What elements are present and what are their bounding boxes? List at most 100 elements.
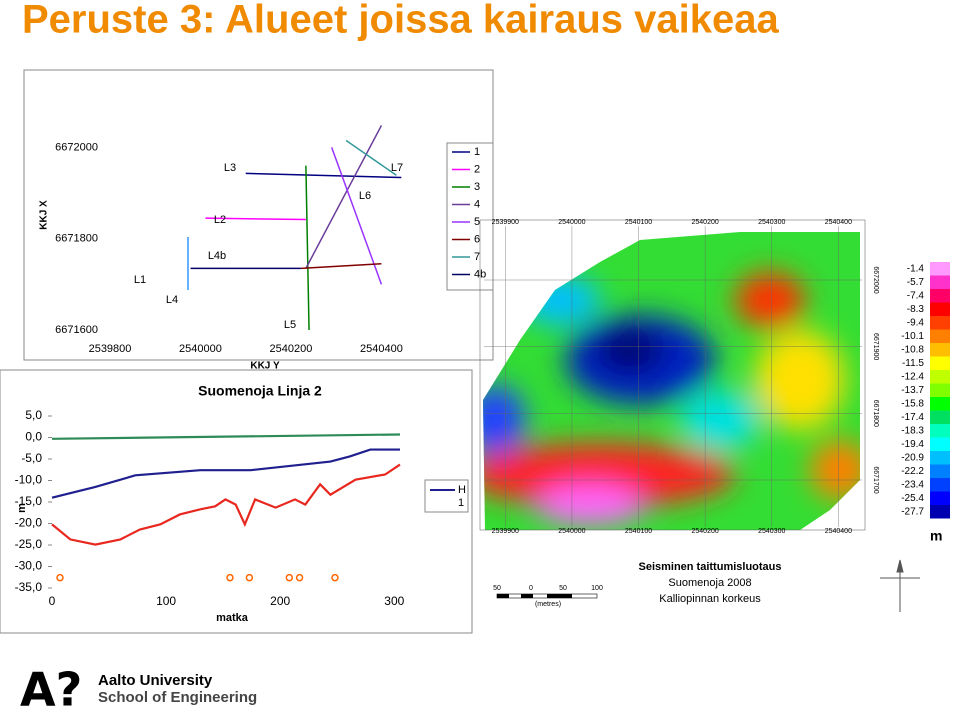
scatter-point bbox=[295, 573, 304, 582]
slide-title: Peruste 3: Alueet joissa kairaus vaikeaa bbox=[22, 0, 779, 42]
scatter-point bbox=[285, 573, 294, 582]
legend-label: 1 bbox=[458, 497, 464, 509]
colorbar-swatch bbox=[930, 302, 950, 316]
scatter-point bbox=[56, 573, 64, 582]
legend-label: 6 bbox=[474, 233, 480, 245]
x-tick-label: 2540000 bbox=[179, 343, 222, 355]
profile-frame bbox=[0, 369, 473, 634]
profile-legend bbox=[424, 479, 469, 513]
x-tick-label: 2540100 bbox=[625, 528, 652, 535]
line-map-legend bbox=[446, 142, 494, 291]
colorbar-swatch bbox=[930, 356, 950, 370]
y-tick-label: 6671800 bbox=[55, 233, 98, 245]
y-tick-label: 6671600 bbox=[55, 324, 98, 336]
colorbar-label: -18.3 bbox=[901, 426, 924, 437]
legend-label: 1 bbox=[474, 146, 480, 158]
colorbar-label: -10.1 bbox=[901, 331, 924, 342]
colorbar-swatch bbox=[930, 383, 950, 397]
x-tick-label: 2539800 bbox=[89, 343, 132, 355]
series-line bbox=[51, 433, 401, 440]
scale-label: 0 bbox=[529, 585, 533, 592]
series-line bbox=[51, 448, 400, 499]
series-line bbox=[205, 217, 306, 221]
colorbar-swatch bbox=[930, 397, 950, 411]
x-tick-label: 2539900 bbox=[492, 219, 519, 226]
colorbar-swatch bbox=[930, 316, 950, 330]
y-tick-label: -25,0 bbox=[15, 537, 43, 551]
legend-label: 4 bbox=[474, 198, 480, 210]
seismic-image bbox=[483, 232, 860, 530]
colorbar-label: -23.4 bbox=[901, 480, 924, 491]
y-tick-label: 6671800 bbox=[872, 400, 879, 427]
line-map-frame bbox=[23, 69, 494, 361]
legend-label: 7 bbox=[474, 251, 480, 263]
chart-title: Suomenoja Linja 2 bbox=[198, 383, 322, 399]
colorbar-label: -11.5 bbox=[902, 358, 924, 369]
scale-bar bbox=[496, 593, 598, 599]
y-tick-label: -5,0 bbox=[21, 451, 42, 465]
colorbar-swatch bbox=[930, 505, 950, 519]
legend-label: 2 bbox=[474, 163, 480, 175]
y-axis-label: m bbox=[16, 503, 28, 513]
colorbar-label: -13.7 bbox=[901, 385, 924, 396]
colorbar-swatch bbox=[930, 329, 950, 343]
colorbar-label: -10.8 bbox=[901, 345, 924, 356]
colorbar-label: -22.2 bbox=[901, 466, 924, 477]
y-tick-label: 6672000 bbox=[55, 141, 98, 153]
x-tick-label: 2540200 bbox=[692, 219, 719, 226]
series-line bbox=[330, 147, 383, 285]
colorbar-swatch bbox=[930, 370, 950, 384]
scale-label: 50 bbox=[559, 585, 567, 592]
x-tick-label: 2540400 bbox=[360, 343, 403, 355]
x-tick-label: 2540000 bbox=[558, 219, 585, 226]
line-label: L2 bbox=[214, 214, 226, 226]
logo: A? bbox=[20, 663, 82, 717]
y-tick-label: -30,0 bbox=[15, 559, 43, 573]
x-tick-label: 2540300 bbox=[758, 528, 785, 535]
school-name: School of Engineering bbox=[98, 689, 257, 706]
y-tick-label: 5,0 bbox=[25, 408, 42, 422]
colorbar-label: -19.4 bbox=[901, 439, 924, 450]
series-line bbox=[300, 263, 382, 270]
line-label: L4 bbox=[166, 294, 178, 306]
x-tick-label: 2540200 bbox=[692, 528, 719, 535]
x-axis-label: matka bbox=[216, 612, 249, 624]
colorbar-label: -7.4 bbox=[907, 291, 925, 302]
series-line bbox=[245, 172, 402, 179]
y-tick-label: 6671900 bbox=[872, 333, 879, 360]
series-line bbox=[51, 463, 401, 546]
colorbar-label: -20.9 bbox=[901, 453, 924, 464]
y-tick-label: -35,0 bbox=[15, 580, 43, 594]
colorbar-label: -12.4 bbox=[901, 372, 924, 383]
y-axis-label: KKJ X bbox=[39, 200, 50, 230]
colorbar-label: -25.4 bbox=[901, 493, 924, 504]
x-tick-label: 300 bbox=[384, 594, 404, 608]
colorbar-swatch bbox=[930, 451, 950, 465]
legend-label: H bbox=[458, 484, 466, 496]
caption: Kalliopinnan korkeus bbox=[659, 593, 761, 605]
seismic-frame bbox=[479, 219, 866, 531]
series-line bbox=[305, 125, 383, 269]
x-tick-label: 2539900 bbox=[492, 528, 519, 535]
university-name: Aalto University bbox=[98, 672, 213, 689]
colorbar-swatch bbox=[930, 343, 950, 357]
colorbar-swatch bbox=[930, 410, 950, 424]
legend-label: 4b bbox=[474, 268, 486, 280]
colorbar-swatch bbox=[930, 424, 950, 438]
line-label: L4b bbox=[208, 250, 226, 262]
scatter-point bbox=[331, 573, 339, 582]
line-label: L6 bbox=[359, 190, 371, 202]
x-tick-label: 2540300 bbox=[758, 219, 785, 226]
scale-label: 50 bbox=[493, 585, 501, 592]
y-tick-label: -10,0 bbox=[15, 473, 43, 487]
line-label: L5 bbox=[284, 319, 296, 331]
y-tick-label: -20,0 bbox=[15, 516, 43, 530]
colorbar-label: -27.7 bbox=[901, 507, 924, 518]
series-line bbox=[345, 139, 397, 176]
x-tick-label: 2540200 bbox=[270, 343, 313, 355]
scale-label: (metres) bbox=[535, 601, 561, 608]
x-axis-label: KKJ Y bbox=[250, 361, 280, 372]
legend-label: 5 bbox=[474, 216, 480, 228]
colorbar-label: -9.4 bbox=[907, 318, 925, 329]
colorbar-swatch bbox=[930, 275, 950, 289]
